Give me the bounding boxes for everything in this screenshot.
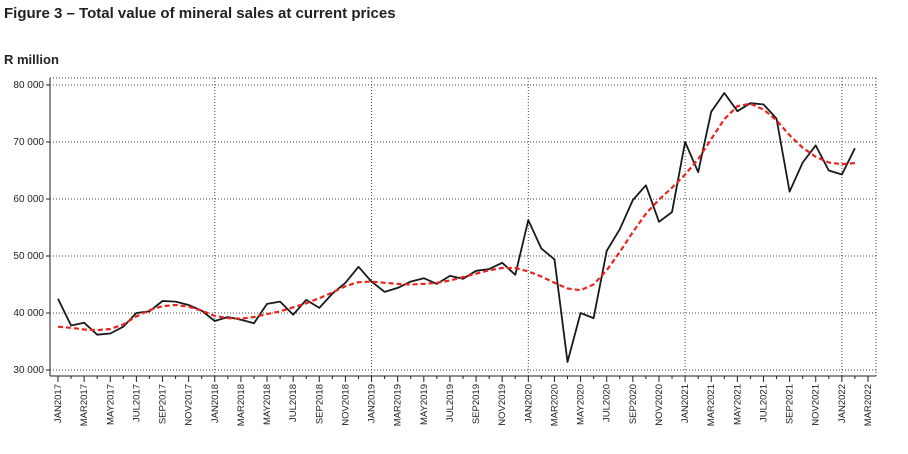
- x-tick-label: MAY2021: [732, 384, 743, 425]
- x-tick-label: MAR2019: [393, 384, 404, 426]
- x-tick-label: NOV2020: [654, 384, 665, 426]
- x-tick-label: MAY2017: [105, 384, 116, 425]
- x-tick-label: NOV2018: [340, 384, 351, 426]
- y-tick-label: 60 000: [13, 194, 44, 205]
- x-tick-label: MAY2018: [262, 384, 273, 425]
- x-tick-label: MAR2021: [706, 384, 717, 426]
- x-tick-label: SEP2020: [628, 384, 639, 424]
- x-tick-label: JAN2022: [837, 384, 848, 423]
- y-tick-label: 70 000: [13, 137, 44, 148]
- x-tick-label: NOV2017: [184, 384, 195, 426]
- x-tick-label: JAN2019: [367, 384, 378, 423]
- x-tick-label: JUL2021: [758, 384, 769, 422]
- series-line: [57, 102, 855, 332]
- x-tick-label: JUL2020: [602, 384, 613, 422]
- x-tick-label: MAR2020: [549, 384, 560, 426]
- y-axis-title: R million: [4, 52, 59, 67]
- y-tick-label: 50 000: [13, 251, 44, 262]
- x-tick-label: JAN2020: [523, 384, 534, 423]
- x-tick-label: SEP2021: [785, 384, 796, 424]
- x-tick-label: JAN2018: [210, 384, 221, 423]
- series-line: [57, 92, 856, 363]
- x-tick-label: JAN2017: [53, 384, 64, 423]
- x-tick-label: MAY2019: [419, 384, 430, 425]
- x-tick-label: MAR2017: [79, 384, 90, 426]
- y-tick-label: 40 000: [13, 308, 44, 319]
- x-tick-label: NOV2021: [811, 384, 822, 426]
- x-tick-label: JAN2021: [680, 384, 691, 423]
- x-tick-label: JUL2018: [288, 384, 299, 422]
- x-tick-label: SEP2017: [158, 384, 169, 424]
- y-tick-label: 80 000: [13, 80, 44, 91]
- chart-title: Figure 3 – Total value of mineral sales …: [4, 5, 396, 22]
- x-tick-label: JUL2017: [131, 384, 142, 422]
- x-tick-label: NOV2019: [497, 384, 508, 426]
- x-tick-label: MAY2020: [576, 384, 587, 425]
- x-tick-label: SEP2018: [314, 384, 325, 424]
- x-tick-label: MAR2022: [863, 384, 874, 426]
- y-tick-label: 30 000: [13, 365, 44, 376]
- x-tick-label: SEP2019: [471, 384, 482, 424]
- x-tick-label: JUL2019: [445, 384, 456, 422]
- x-tick-label: MAR2018: [236, 384, 247, 426]
